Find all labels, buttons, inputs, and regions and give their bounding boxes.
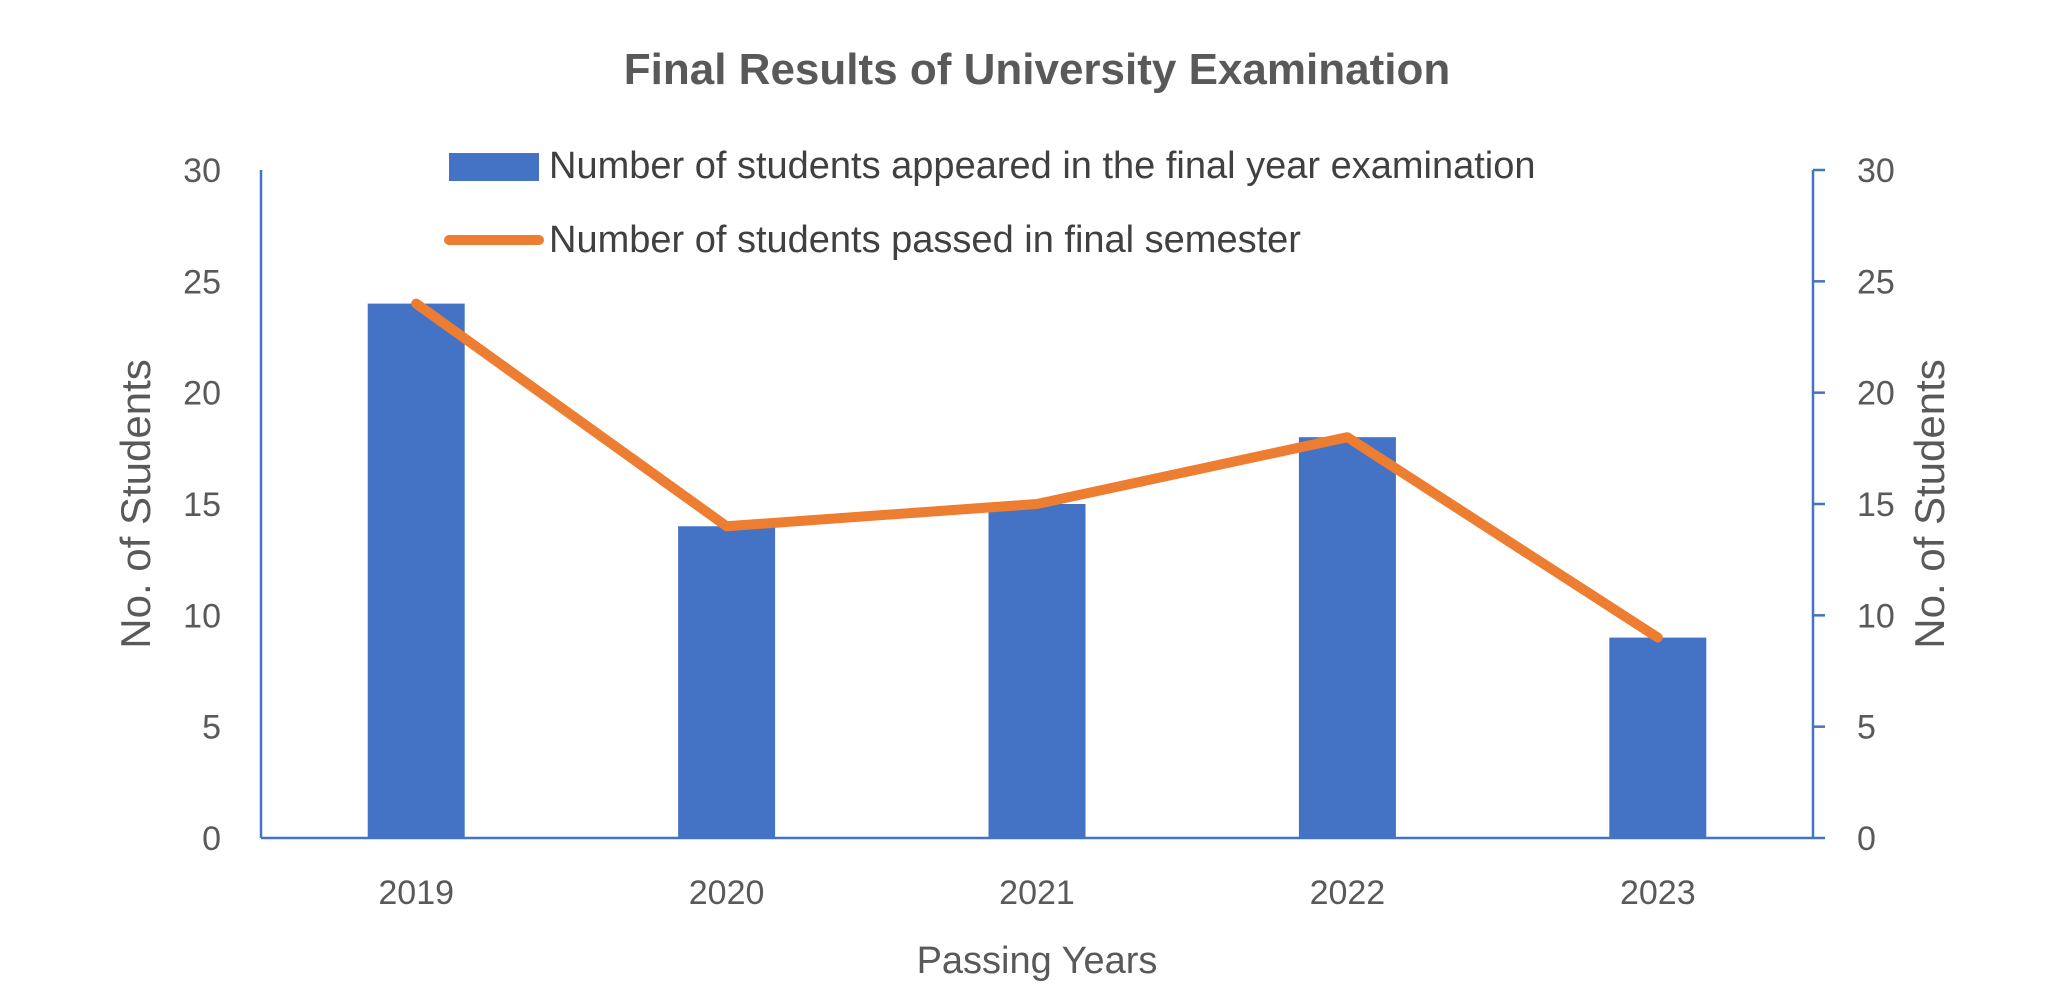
left-tick-label: 25 [183, 263, 221, 301]
bar-2020 [678, 526, 776, 838]
x-tick-label: 2020 [689, 874, 765, 912]
right-tick-label: 20 [1857, 375, 1895, 413]
line-point-2022 [1344, 434, 1351, 441]
x-tick-label: 2022 [1310, 874, 1386, 912]
left-tick-label: 5 [202, 709, 221, 747]
right-tick-label: 30 [1857, 152, 1895, 190]
x-tick-label: 2023 [1620, 874, 1696, 912]
bar-2021 [988, 504, 1086, 838]
left-tick-label: 15 [183, 486, 221, 524]
bar-2019 [367, 303, 465, 839]
x-axis-title: Passing Years [917, 940, 1158, 982]
line-point-2023 [1654, 634, 1661, 641]
x-tick-label: 2019 [378, 874, 454, 912]
line-point-2020 [723, 523, 730, 530]
right-tick-label: 5 [1857, 709, 1876, 747]
right-tick-label: 25 [1857, 263, 1895, 301]
left-tick-label: 20 [183, 375, 221, 413]
left-tick-label: 10 [183, 597, 221, 635]
bar-2022 [1298, 437, 1396, 838]
left-tick-label: 0 [202, 820, 221, 858]
right-axis-title: No. of Students [1906, 359, 1953, 649]
x-tick-label: 2021 [999, 874, 1075, 912]
right-tick-label: 10 [1857, 597, 1895, 635]
plot-area [367, 298, 1707, 839]
line-point-2019 [413, 300, 420, 307]
legend-line-label: Number of students passed in final semes… [549, 219, 1301, 261]
right-tick-label: 0 [1857, 820, 1876, 858]
legend: Number of students appeared in the final… [444, 145, 1535, 261]
right-tick-label: 15 [1857, 486, 1895, 524]
legend-bar-label: Number of students appeared in the final… [549, 145, 1535, 187]
legend-bar-swatch [449, 153, 539, 181]
chart-title: Final Results of University Examination [624, 45, 1450, 94]
line-point-2021 [1034, 501, 1040, 507]
left-tick-label: 30 [183, 152, 221, 190]
bar-2023 [1609, 637, 1707, 838]
left-axis-title: No. of Students [112, 359, 159, 649]
ticks: 0 5 10 15 20 25 30 0 5 10 15 20 25 30 2019 2020 2021 2022… [183, 152, 1895, 912]
